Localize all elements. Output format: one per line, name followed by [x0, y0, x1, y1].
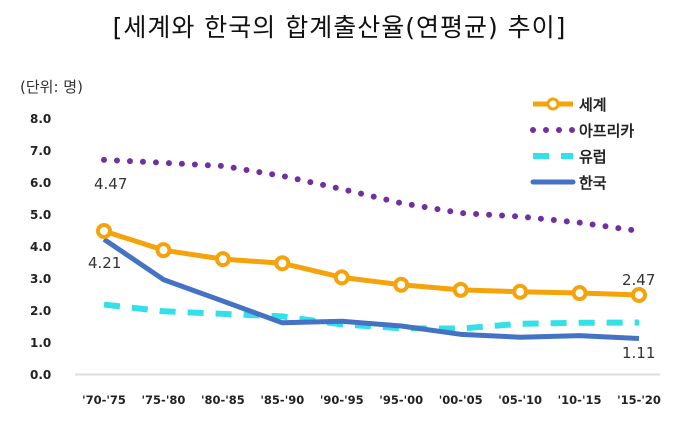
x-tick-label: '80-'85: [201, 393, 245, 407]
x-tick-label: '00-'05: [439, 393, 483, 407]
chart-title: [세계와 한국의 합계출산율(연평균) 추이]: [112, 13, 567, 42]
legend-label: 아프리카: [579, 122, 634, 140]
x-tick-label: '05-'10: [498, 393, 542, 407]
data-point: [512, 283, 529, 300]
data-point: [333, 269, 350, 286]
data-point: [452, 281, 469, 298]
data-point: [155, 242, 172, 259]
x-tick-label: '15-'20: [617, 393, 661, 407]
y-tick-label: 3.0: [30, 272, 51, 286]
x-tick-label: '70-'75: [82, 393, 126, 407]
series-line-1: [101, 156, 642, 234]
data-label-world-last: 2.47: [622, 271, 655, 289]
series-line-3: [102, 237, 640, 341]
y-tick-label: 4.0: [30, 240, 51, 254]
data-point: [214, 251, 231, 268]
data-point: [96, 222, 112, 239]
x-tick-label: '10-'15: [558, 393, 602, 407]
y-tick-label: 8.0: [30, 112, 51, 126]
y-tick-label: 0.0: [30, 368, 51, 382]
legend-label: 한국: [579, 174, 607, 192]
data-label-world-first: 4.47: [94, 175, 127, 193]
data-point: [274, 255, 291, 272]
y-tick-label: 7.0: [30, 144, 51, 158]
x-tick-label: '90-'95: [320, 393, 364, 407]
x-tick-label: '95-'00: [379, 393, 423, 407]
legend-label: 유럽: [579, 148, 607, 166]
legend-label: 세계: [579, 96, 607, 114]
legend-marker: [546, 97, 560, 111]
unit-label: (단위: 명): [20, 78, 83, 96]
data-point: [571, 285, 588, 302]
y-tick-label: 5.0: [30, 208, 51, 222]
data-label-korea-last: 1.11: [622, 344, 655, 362]
y-tick-label: 2.0: [30, 304, 51, 318]
x-tick-label: '85-'90: [260, 393, 304, 407]
data-point: [393, 276, 410, 293]
y-tick-label: 1.0: [30, 336, 51, 350]
data-label-korea-first: 4.21: [88, 254, 121, 272]
series-line-2: [103, 301, 640, 332]
x-tick-label: '75-'80: [142, 393, 186, 407]
series-line-0: [103, 228, 640, 298]
y-tick-label: 6.0: [30, 176, 51, 190]
data-point: [631, 286, 647, 303]
